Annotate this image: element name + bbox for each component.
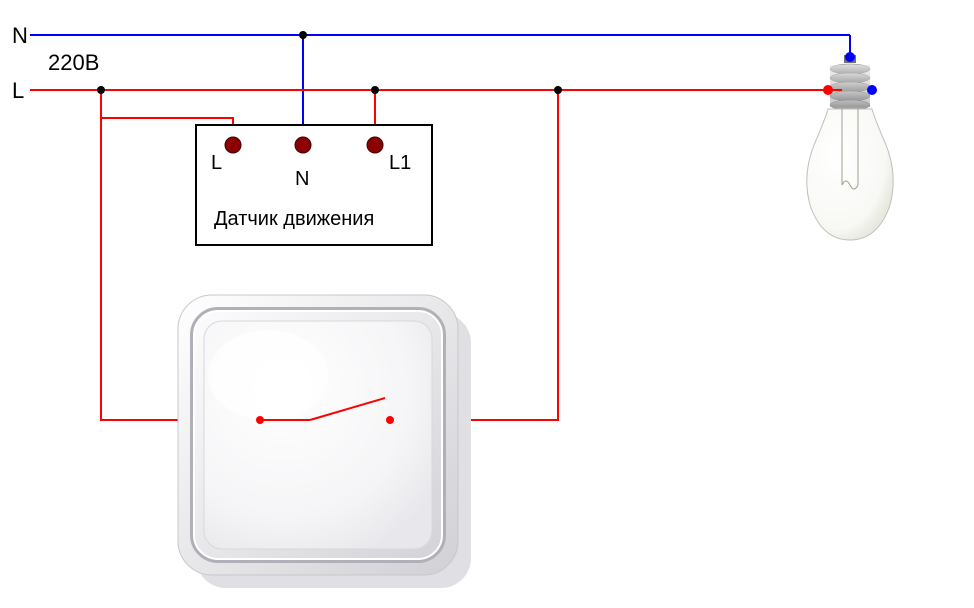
junction-dot: [97, 86, 105, 94]
sensor-label-L: L: [211, 152, 222, 174]
sensor-label-L1: L1: [389, 152, 411, 174]
sensor-terminal: [367, 137, 383, 153]
junction-dot: [554, 86, 562, 94]
bulb-contact-N: [845, 52, 855, 62]
junction-dot: [371, 86, 379, 94]
light-switch: [178, 295, 471, 588]
switch-contact-right: [386, 416, 394, 424]
bulb-contact-L: [823, 85, 833, 95]
label-N: N: [12, 23, 28, 48]
sensor-label-N: N: [295, 168, 309, 190]
label-L: L: [12, 78, 24, 103]
sensor-title: Датчик движения: [214, 208, 374, 230]
sensor-terminal: [225, 137, 241, 153]
bulb-glass: [807, 109, 893, 240]
sensor-terminal: [295, 137, 311, 153]
wiring-diagram: N 220В L L N L1 Датчик движения: [0, 0, 974, 608]
light-bulb-icon: [807, 52, 893, 240]
junction-dot: [299, 31, 307, 39]
label-voltage: 220В: [48, 50, 99, 75]
